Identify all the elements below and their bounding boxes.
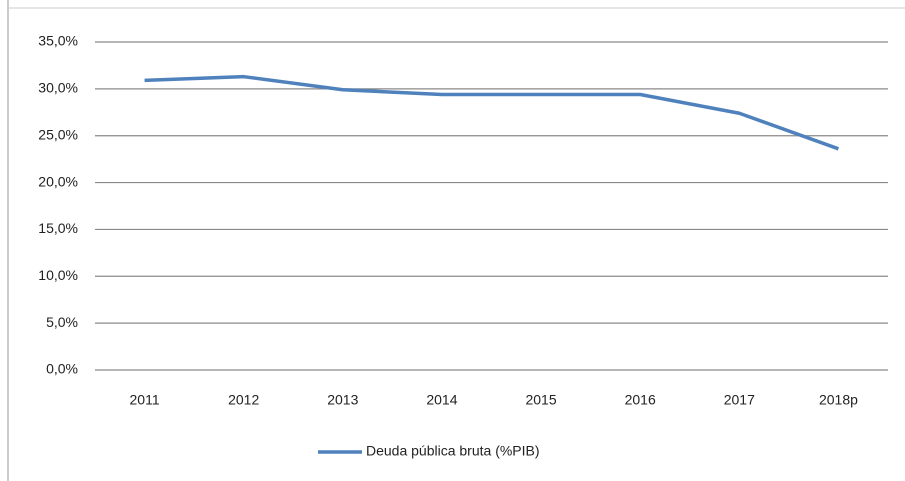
y-tick-label: 20,0% (38, 173, 78, 189)
y-tick-label: 30,0% (38, 80, 78, 96)
y-tick-label: 5,0% (46, 314, 78, 330)
x-tick-label: 2017 (724, 392, 755, 408)
y-tick-label: 10,0% (38, 267, 78, 283)
y-tick-label: 0,0% (46, 361, 78, 377)
x-tick-label: 2011 (130, 392, 160, 408)
x-tick-label: 2015 (525, 392, 556, 408)
x-tick-label: 2013 (327, 392, 358, 408)
y-tick-label: 15,0% (38, 220, 78, 236)
x-tick-label: 2014 (426, 392, 457, 408)
y-tick-label: 35,0% (38, 33, 78, 49)
x-tick-label: 2012 (228, 392, 259, 408)
series-line (144, 74, 840, 151)
y-tick-label: 25,0% (38, 126, 78, 142)
x-tick-label: 2016 (625, 392, 656, 408)
legend-label: Deuda pública bruta (%PIB) (366, 443, 540, 459)
x-tick-label: 2018p (819, 392, 858, 408)
